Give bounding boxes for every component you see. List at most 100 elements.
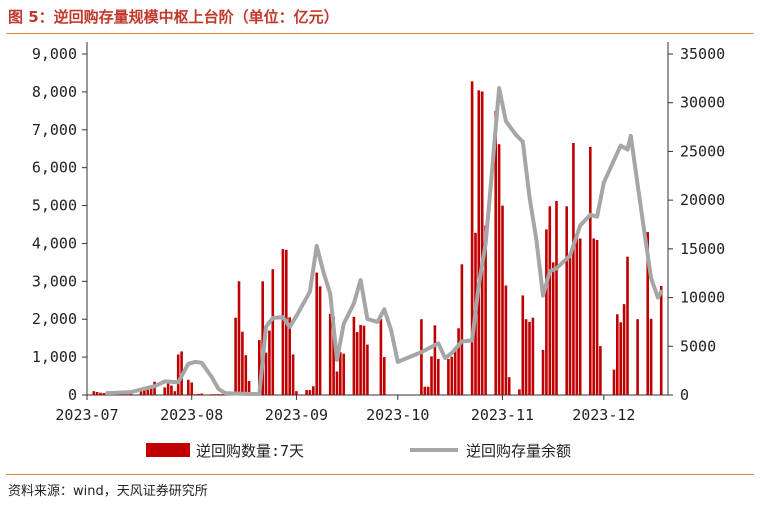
bar <box>453 347 457 395</box>
bar <box>366 344 369 395</box>
bar <box>271 269 275 395</box>
chart: 0 1,000 2,000 3,000 4,000 5,000 6,000 7,000 8,00… <box>32 42 725 460</box>
bars-layer <box>92 81 663 396</box>
bar <box>359 324 362 395</box>
bar <box>528 321 531 395</box>
y-right-tick-label: 0 <box>680 386 689 404</box>
bar <box>244 355 248 395</box>
bar <box>126 394 129 395</box>
bar <box>332 316 335 395</box>
series-line-balance <box>105 86 664 396</box>
bar <box>163 387 166 395</box>
bar <box>423 386 427 395</box>
bar <box>548 206 552 395</box>
bar <box>430 356 433 395</box>
bar <box>308 390 312 395</box>
bar <box>426 386 430 395</box>
bar <box>578 238 582 395</box>
bar <box>646 232 649 395</box>
y-left-tick-label: 9,000 <box>32 45 77 63</box>
axes-layer: 0 1,000 2,000 3,000 4,000 5,000 6,000 7,000 8,00… <box>32 42 725 424</box>
legend-swatch-bars <box>146 443 190 457</box>
bar <box>139 391 143 395</box>
bar <box>305 390 308 395</box>
bar <box>568 257 572 395</box>
legend-label-line: 逆回购存量余额 <box>466 442 571 460</box>
bar <box>264 352 268 395</box>
bar <box>214 394 217 395</box>
legend: 逆回购数量:7天 逆回购存量余额 <box>146 442 571 460</box>
bar <box>197 393 200 395</box>
y-left-tick-label: 6,000 <box>32 159 77 177</box>
bar <box>518 389 521 395</box>
x-tick-label: 2023-11 <box>471 406 534 424</box>
y-right-tick-label: 35000 <box>680 45 725 63</box>
y-right-tick-label: 25000 <box>680 142 725 160</box>
bar <box>484 225 487 395</box>
bar <box>551 262 555 395</box>
bar <box>649 318 653 395</box>
bar <box>659 285 663 395</box>
bar <box>210 394 214 395</box>
bar <box>119 394 123 395</box>
y-left-tick-label: 5,000 <box>32 197 77 215</box>
bar <box>480 91 484 395</box>
bar <box>541 349 545 395</box>
y-right-tick-label: 5000 <box>680 337 716 355</box>
bar <box>187 379 190 395</box>
bar <box>220 394 224 395</box>
page-title: 图 5：逆回购存量规模中枢上台阶（单位：亿元） <box>8 8 339 26</box>
bar <box>619 322 622 395</box>
bar <box>153 381 156 395</box>
y-right-tick-label: 30000 <box>680 94 725 112</box>
bar <box>555 201 558 395</box>
y-left-tick-label: 1,000 <box>32 348 77 366</box>
bar <box>626 256 629 395</box>
bar <box>457 328 460 395</box>
bar <box>99 392 102 395</box>
bar <box>379 319 383 395</box>
bar <box>362 325 366 395</box>
bar <box>612 369 616 395</box>
bar <box>420 319 423 395</box>
y-left-tick-label: 4,000 <box>32 234 77 252</box>
bar <box>170 385 173 395</box>
bar <box>258 340 261 395</box>
title-rule <box>6 33 754 34</box>
bar <box>173 391 177 395</box>
bar <box>166 383 170 395</box>
y-left-tick-label: 3,000 <box>32 272 77 290</box>
bar <box>217 394 220 395</box>
bar <box>636 319 639 395</box>
bar <box>450 356 454 395</box>
bar <box>622 304 626 395</box>
bar <box>383 357 386 395</box>
bar <box>504 285 508 395</box>
bar <box>102 393 106 395</box>
y-left-tick-label: 8,000 <box>32 83 77 101</box>
y-right-tick-label: 15000 <box>680 240 725 258</box>
bar <box>200 393 204 395</box>
bar <box>328 313 332 395</box>
bar <box>599 346 602 395</box>
bar <box>507 377 511 395</box>
bar <box>460 264 464 395</box>
bar <box>433 325 437 395</box>
bar <box>241 331 244 395</box>
bar <box>315 272 318 395</box>
bar <box>521 295 525 395</box>
bar <box>572 143 575 395</box>
bar <box>531 317 535 395</box>
bar <box>129 393 133 395</box>
bar <box>545 229 548 395</box>
bar <box>437 359 440 395</box>
line-layer <box>105 86 664 396</box>
bar <box>318 286 322 395</box>
bar <box>237 281 241 395</box>
x-tick-label: 2023-09 <box>265 406 328 424</box>
bar <box>190 382 193 395</box>
bar <box>339 352 342 395</box>
bar <box>143 387 146 395</box>
bar <box>355 332 359 395</box>
bar <box>575 234 579 395</box>
